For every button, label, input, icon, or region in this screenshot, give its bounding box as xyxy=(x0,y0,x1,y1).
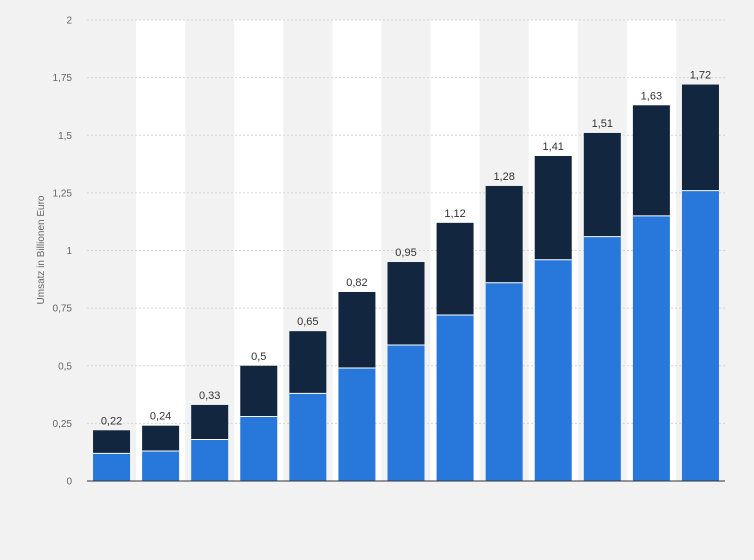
bar-segment-lower xyxy=(387,345,425,481)
bar-segment-upper xyxy=(142,425,180,452)
bar-segment-lower xyxy=(289,393,327,481)
bar-segment-lower xyxy=(583,236,621,481)
total-label: 1,28 xyxy=(493,171,514,183)
y-tick-label: 1 xyxy=(66,246,72,257)
bar-segment-lower xyxy=(534,259,572,481)
bar-segment-upper xyxy=(534,155,572,260)
y-tick-label: 1,25 xyxy=(53,188,73,199)
bar-segment-upper xyxy=(485,185,523,283)
bar-segment-lower xyxy=(632,215,670,482)
y-tick-label: 2 xyxy=(66,16,72,27)
total-label: 0,33 xyxy=(199,390,220,402)
y-tick-label: 0,25 xyxy=(53,419,73,430)
total-label: 0,65 xyxy=(297,316,318,328)
bar-segment-upper xyxy=(289,331,327,394)
total-label: 1,72 xyxy=(690,70,711,82)
y-tick-label: 0 xyxy=(66,477,72,488)
y-axis-ticks: 0 0,25 0,5 0,75 1 1,25 1,5 1,75 2 xyxy=(53,16,73,488)
y-axis-label: Umsatz in Billionen Euro xyxy=(36,195,47,304)
bar-segment-lower xyxy=(93,453,131,481)
total-label: 1,63 xyxy=(641,90,662,102)
bar-segment-lower xyxy=(240,416,278,481)
total-label: 1,12 xyxy=(444,208,465,220)
bar-segment-upper xyxy=(583,132,621,237)
bar-segment-upper xyxy=(93,430,131,454)
bar-segment-upper xyxy=(681,84,719,191)
total-label: 0,24 xyxy=(150,411,171,423)
y-tick-label: 1,5 xyxy=(58,131,72,142)
total-label: 0,22 xyxy=(101,415,122,427)
total-label: 0,95 xyxy=(395,247,416,259)
bar-segment-lower xyxy=(338,368,376,481)
total-label: 0,82 xyxy=(346,277,367,289)
bar-segment-upper xyxy=(191,404,229,440)
total-label: 1,51 xyxy=(592,118,613,130)
bar-segment-upper xyxy=(240,365,278,417)
bar-segment-lower xyxy=(142,451,180,481)
bar-segment-upper xyxy=(387,262,425,346)
total-label: 1,41 xyxy=(543,141,564,153)
bar-segment-upper xyxy=(436,222,474,316)
y-tick-label: 1,75 xyxy=(53,73,73,84)
y-tick-label: 0,5 xyxy=(58,361,72,372)
total-label: 0,5 xyxy=(251,351,266,363)
bar-segment-upper xyxy=(338,291,376,369)
bar-segment-lower xyxy=(436,315,474,481)
y-tick-label: 0,75 xyxy=(53,304,73,315)
bar-segment-upper xyxy=(632,105,670,216)
bar-segment-lower xyxy=(681,190,719,481)
bars xyxy=(93,84,719,482)
total-labels: 0,22 0,24 0,33 0,5 0,65 0,82 0,95 1,12 1,28 1,41 1… xyxy=(101,70,711,428)
bar-segment-lower xyxy=(191,439,229,481)
bar-segment-lower xyxy=(485,282,523,481)
